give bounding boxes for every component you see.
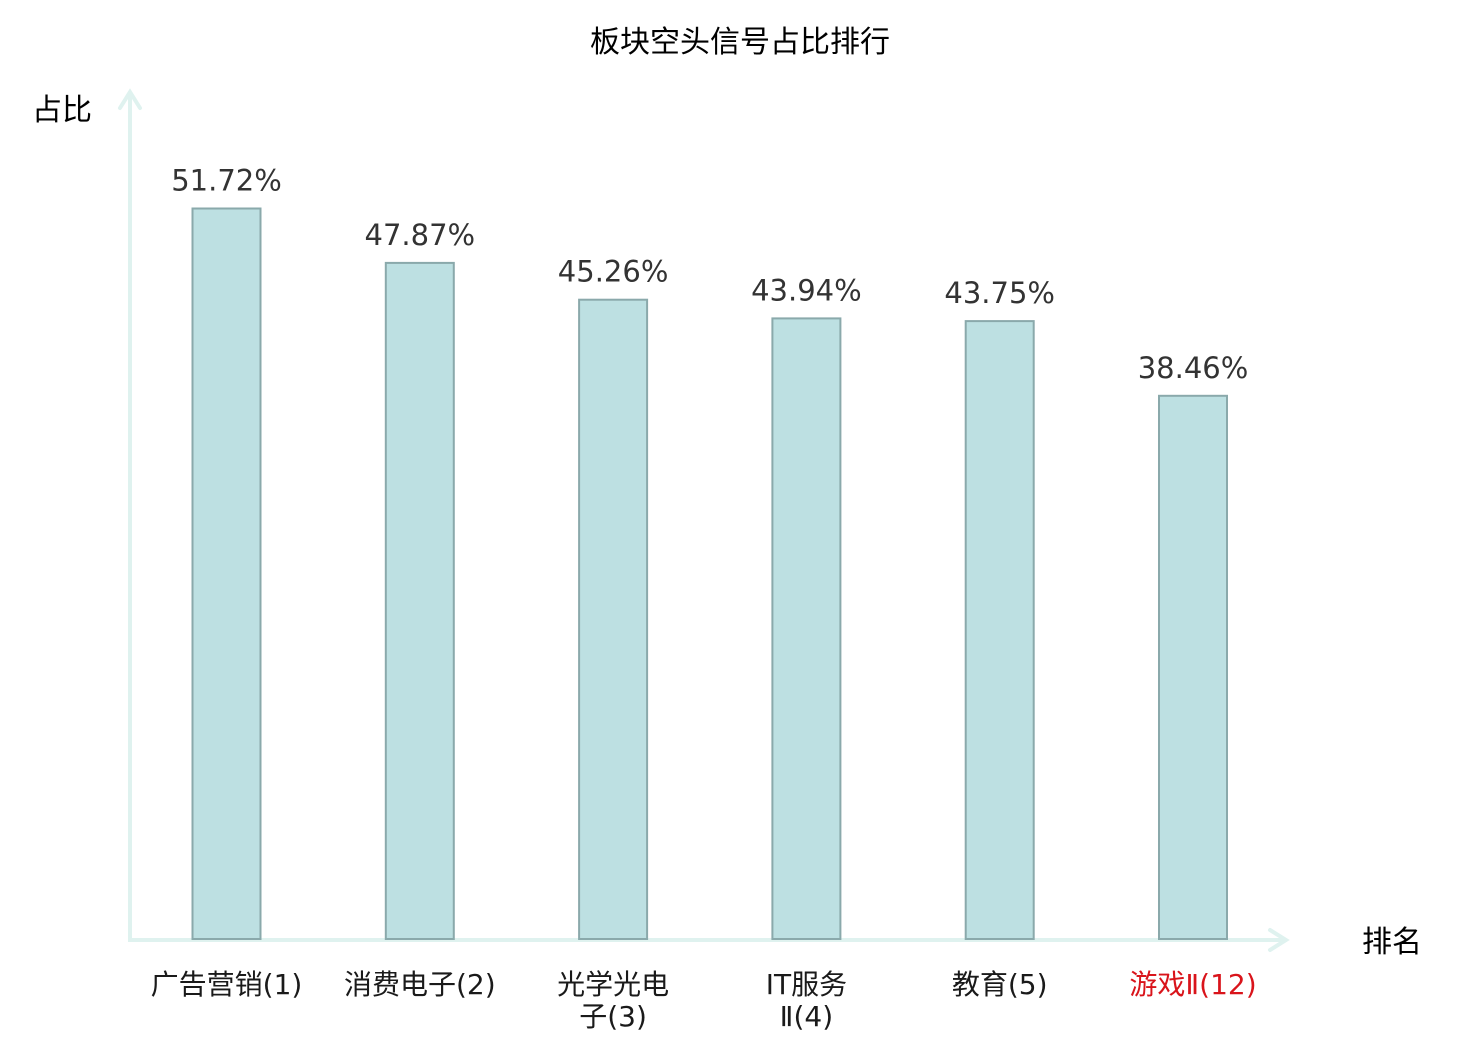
- bar: [964, 320, 1035, 941]
- y-axis-arrow: [118, 88, 142, 110]
- bars-layer: [191, 207, 1228, 941]
- category-label: 游戏Ⅱ(12): [1129, 968, 1256, 1001]
- chart-title: 板块空头信号占比排行: [590, 25, 890, 60]
- x-axis-label: 排名: [1362, 925, 1422, 960]
- value-label: 43.75%: [944, 276, 1055, 310]
- value-label: 43.94%: [751, 273, 862, 307]
- category-label: 消费电子(2): [344, 968, 496, 1001]
- bar: [1158, 394, 1228, 940]
- category-label: Ⅱ(4): [780, 1000, 833, 1033]
- category-label: IT服务: [766, 968, 847, 1001]
- category-label: 光学光电: [557, 968, 669, 1001]
- category-label: 教育(5): [952, 968, 1048, 1001]
- bar: [771, 317, 842, 940]
- axes: [118, 88, 1290, 952]
- bar: [578, 298, 649, 940]
- value-label: 51.72%: [171, 164, 282, 198]
- bar: [191, 207, 262, 940]
- value-label: 38.46%: [1138, 351, 1249, 385]
- value-label: 45.26%: [558, 255, 669, 289]
- x-axis-arrow: [1268, 928, 1290, 952]
- category-label: 子(3): [579, 1000, 647, 1033]
- category-label: 广告营销(1): [151, 968, 303, 1001]
- value-label: 47.87%: [365, 218, 476, 252]
- value-labels-layer: 51.72% 47.87% 45.26% 43.94% 43.75% 38.46%: [171, 164, 1248, 385]
- bar: [384, 261, 455, 940]
- y-axis-label: 占比: [32, 93, 92, 128]
